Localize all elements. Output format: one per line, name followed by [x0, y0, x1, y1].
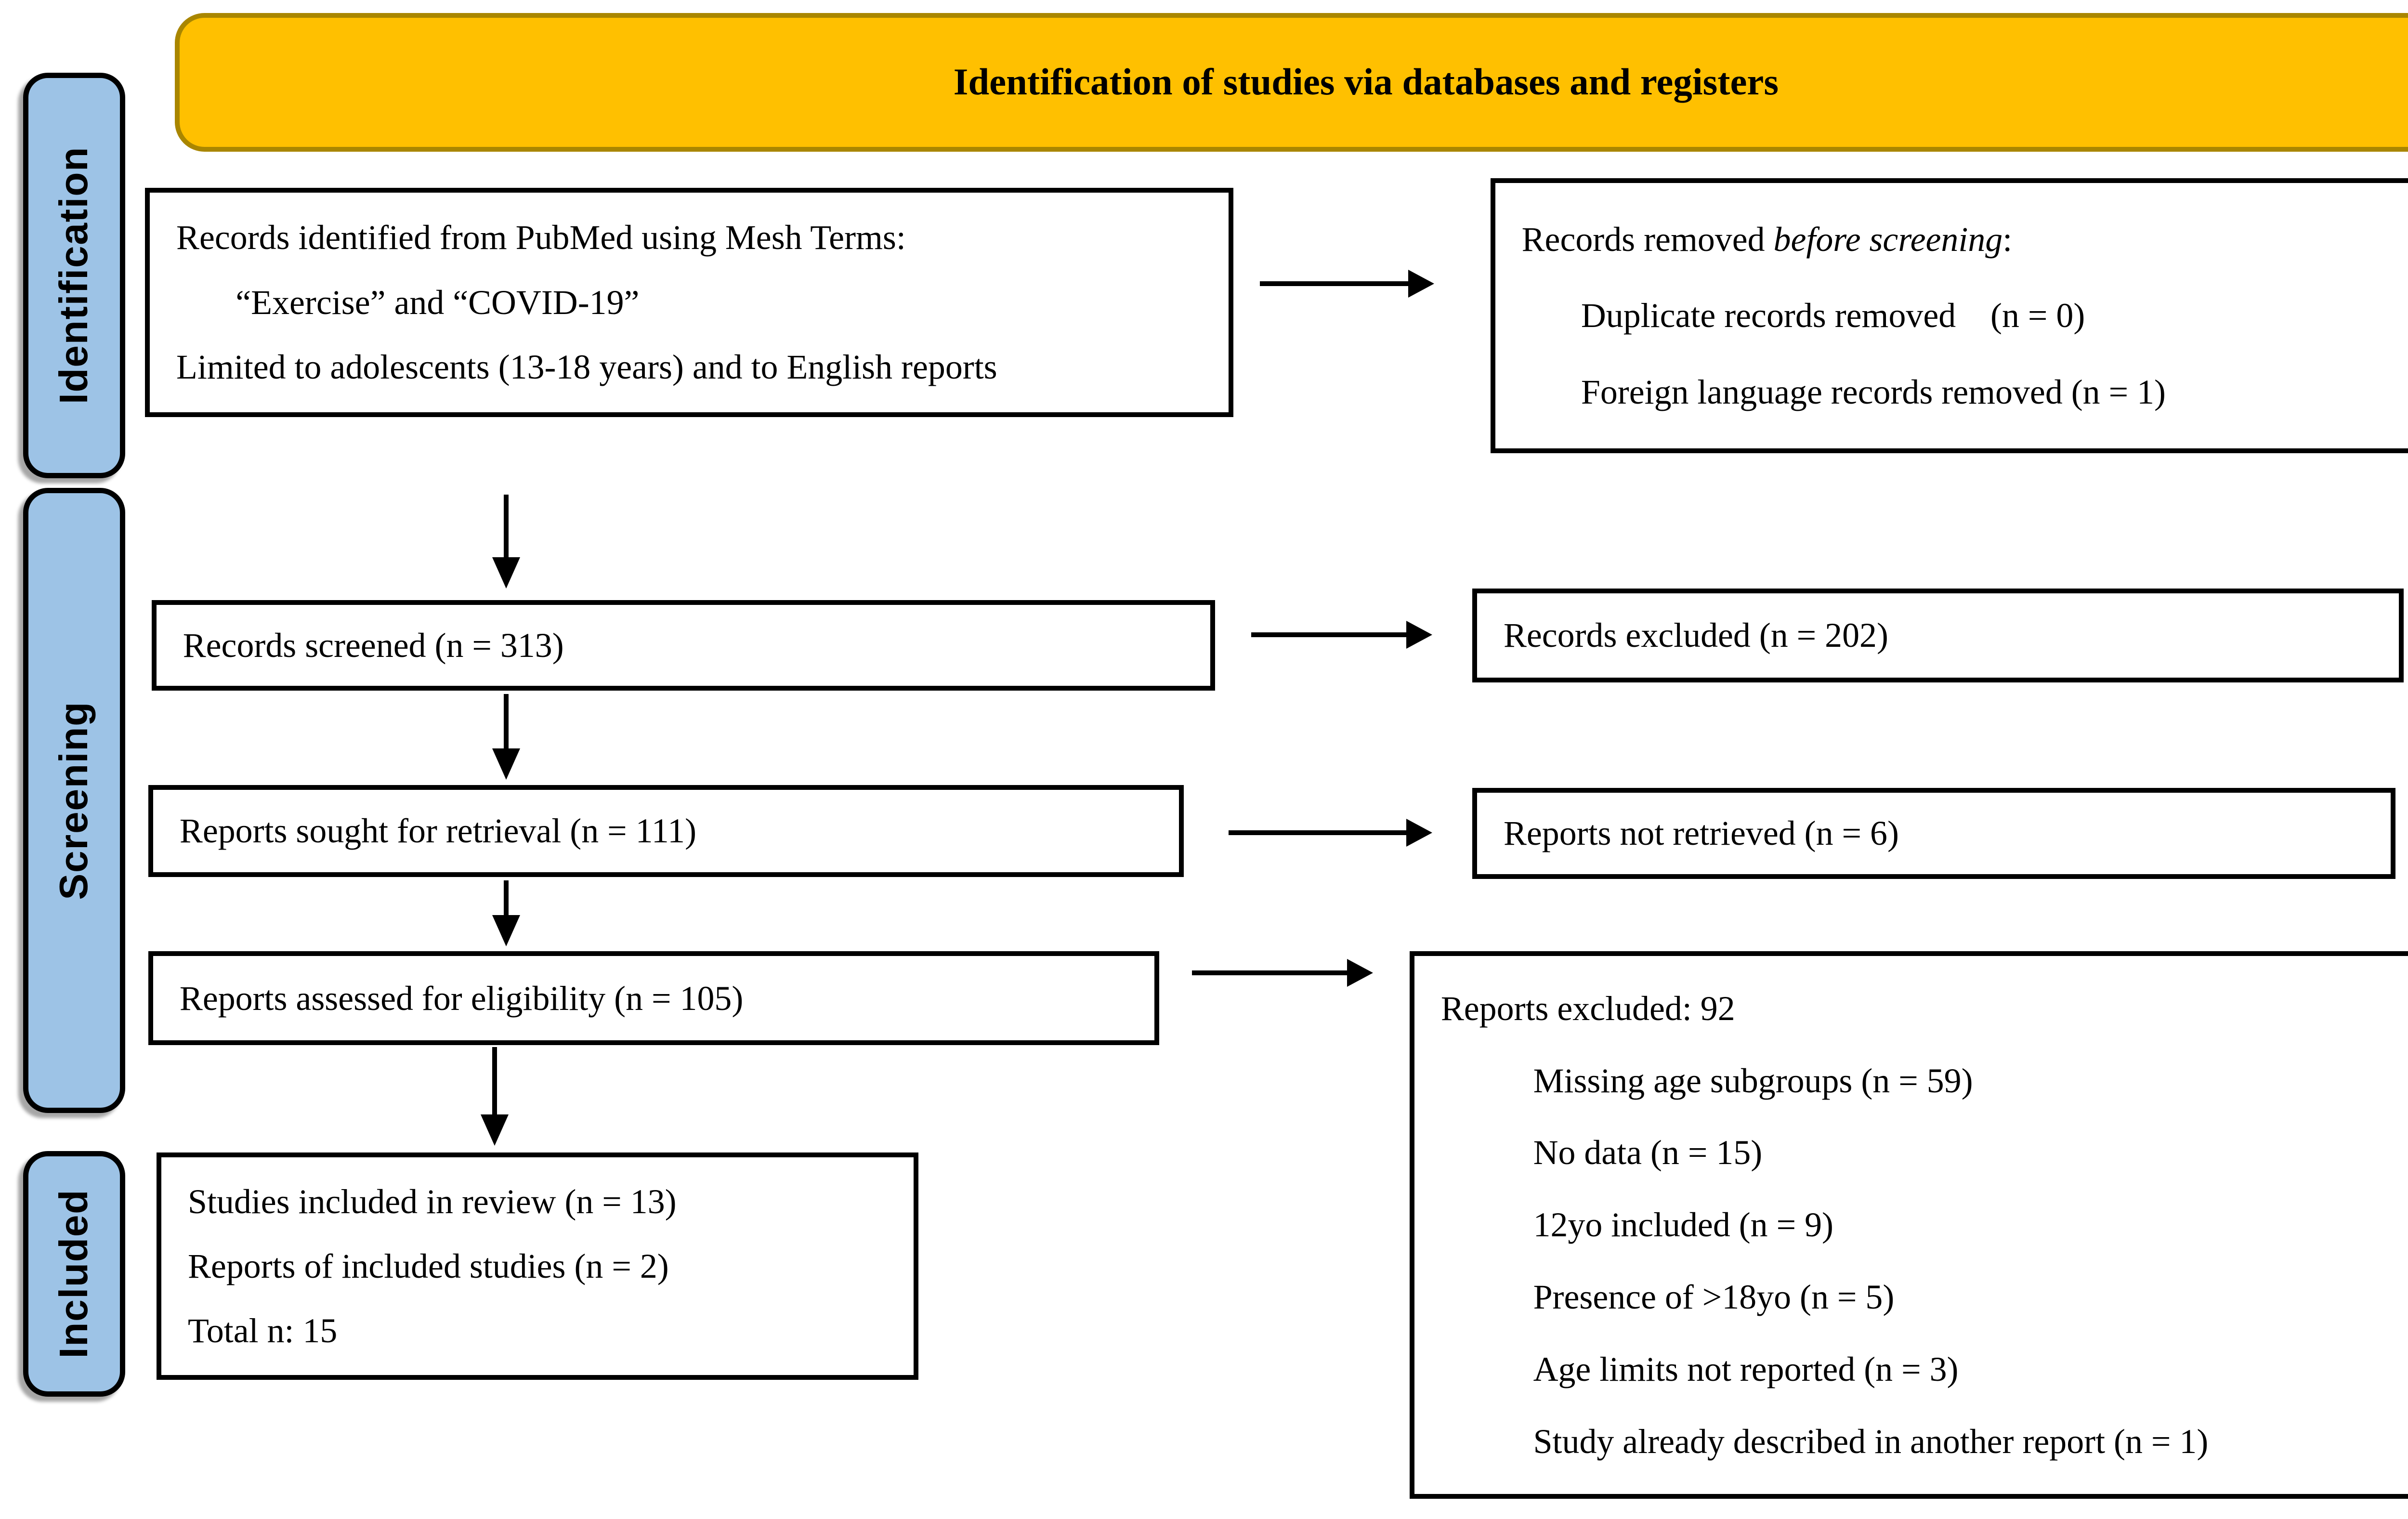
box-line: Duplicate records removed (n = 0) — [1581, 296, 2085, 335]
box-line: 12yo included (n = 9) — [1533, 1205, 1833, 1244]
box-line: Foreign language records removed (n = 1) — [1581, 372, 2166, 411]
arrow-screened-to-sought-line — [503, 694, 509, 749]
stage-label-screening-text: Screening — [52, 701, 96, 900]
arrow-screened-to-sought-head — [492, 748, 520, 780]
box-line: Study already described in another repor… — [1533, 1422, 2209, 1461]
arrow-sought-to-notretrieved-line — [1228, 830, 1407, 835]
box-records-screened: Records screened (n = 313) — [151, 600, 1216, 691]
box-records-removed-before-screening: Records removed before screening: Duplic… — [1490, 178, 2408, 454]
box-line: Studies included in review (n = 13) — [187, 1182, 677, 1221]
box-studies-included: Studies included in review (n = 13) Repo… — [157, 1152, 918, 1380]
banner-title: Identification of studies via databases … — [953, 61, 1779, 104]
arrow-sought-to-assessed-head — [492, 915, 520, 946]
stage-label-included: Included — [23, 1151, 126, 1397]
box-line: “Exercise” and “COVID-19” — [236, 283, 640, 322]
box-line: Limited to adolescents (13-18 years) and… — [176, 348, 997, 387]
arrow-assessed-to-repexcluded-line — [1192, 970, 1347, 975]
box-line: Missing age subgroups (n = 59) — [1533, 1061, 1973, 1100]
box-line: No data (n = 15) — [1533, 1133, 1763, 1172]
box-reports-sought: Reports sought for retrieval (n = 111) — [148, 785, 1184, 877]
box-records-excluded: Records excluded (n = 202) — [1472, 589, 2404, 683]
arrow-sought-to-assessed-line — [503, 880, 509, 916]
box-reports-not-retrieved: Reports not retrieved (n = 6) — [1472, 788, 2396, 879]
box-line: Reports assessed for eligibility (n = 10… — [179, 979, 744, 1018]
box-line: Age limits not reported (n = 3) — [1533, 1350, 1959, 1389]
box-line: Records removed before screening: — [1521, 220, 2013, 259]
arrow-assessed-to-included-head — [480, 1114, 509, 1146]
arrow-sought-to-notretrieved-head — [1406, 818, 1432, 847]
box-reports-excluded-reasons: Reports excluded: 92 Missing age subgrou… — [1410, 951, 2408, 1499]
arrow-assessed-to-repexcluded-head — [1347, 958, 1373, 987]
box-line: Records excluded (n = 202) — [1503, 616, 1888, 655]
box-line: Total n: 15 — [187, 1311, 338, 1350]
box-line: Reports sought for retrieval (n = 111) — [179, 812, 697, 851]
stage-label-included-text: Included — [52, 1189, 96, 1359]
stage-label-identification-text: Identification — [52, 146, 96, 405]
box-line: Records identified from PubMed using Mes… — [176, 218, 906, 257]
box-line: Presence of >18yo (n = 5) — [1533, 1278, 1895, 1317]
arrow-assessed-to-included-line — [492, 1047, 497, 1115]
box-line: Reports not retrieved (n = 6) — [1503, 814, 1899, 853]
arrow-identified-to-screened-line — [503, 495, 509, 558]
box-records-identified: Records identified from PubMed using Mes… — [145, 188, 1233, 418]
arrow-screened-to-excluded-head — [1406, 620, 1432, 649]
banner: Identification of studies via databases … — [174, 13, 2408, 152]
arrow-identified-to-removed-head — [1408, 269, 1434, 298]
box-line: Records screened (n = 313) — [183, 626, 564, 665]
arrow-identified-to-screened-head — [492, 557, 520, 589]
box-line: Reports excluded: 92 — [1440, 989, 1735, 1028]
arrow-screened-to-excluded-line — [1251, 632, 1407, 638]
arrow-identified-to-removed-line — [1259, 281, 1408, 286]
box-line: Reports of included studies (n = 2) — [187, 1246, 669, 1285]
stage-label-identification: Identification — [23, 72, 126, 478]
box-reports-assessed: Reports assessed for eligibility (n = 10… — [148, 951, 1159, 1046]
stage-label-screening: Screening — [23, 488, 126, 1113]
